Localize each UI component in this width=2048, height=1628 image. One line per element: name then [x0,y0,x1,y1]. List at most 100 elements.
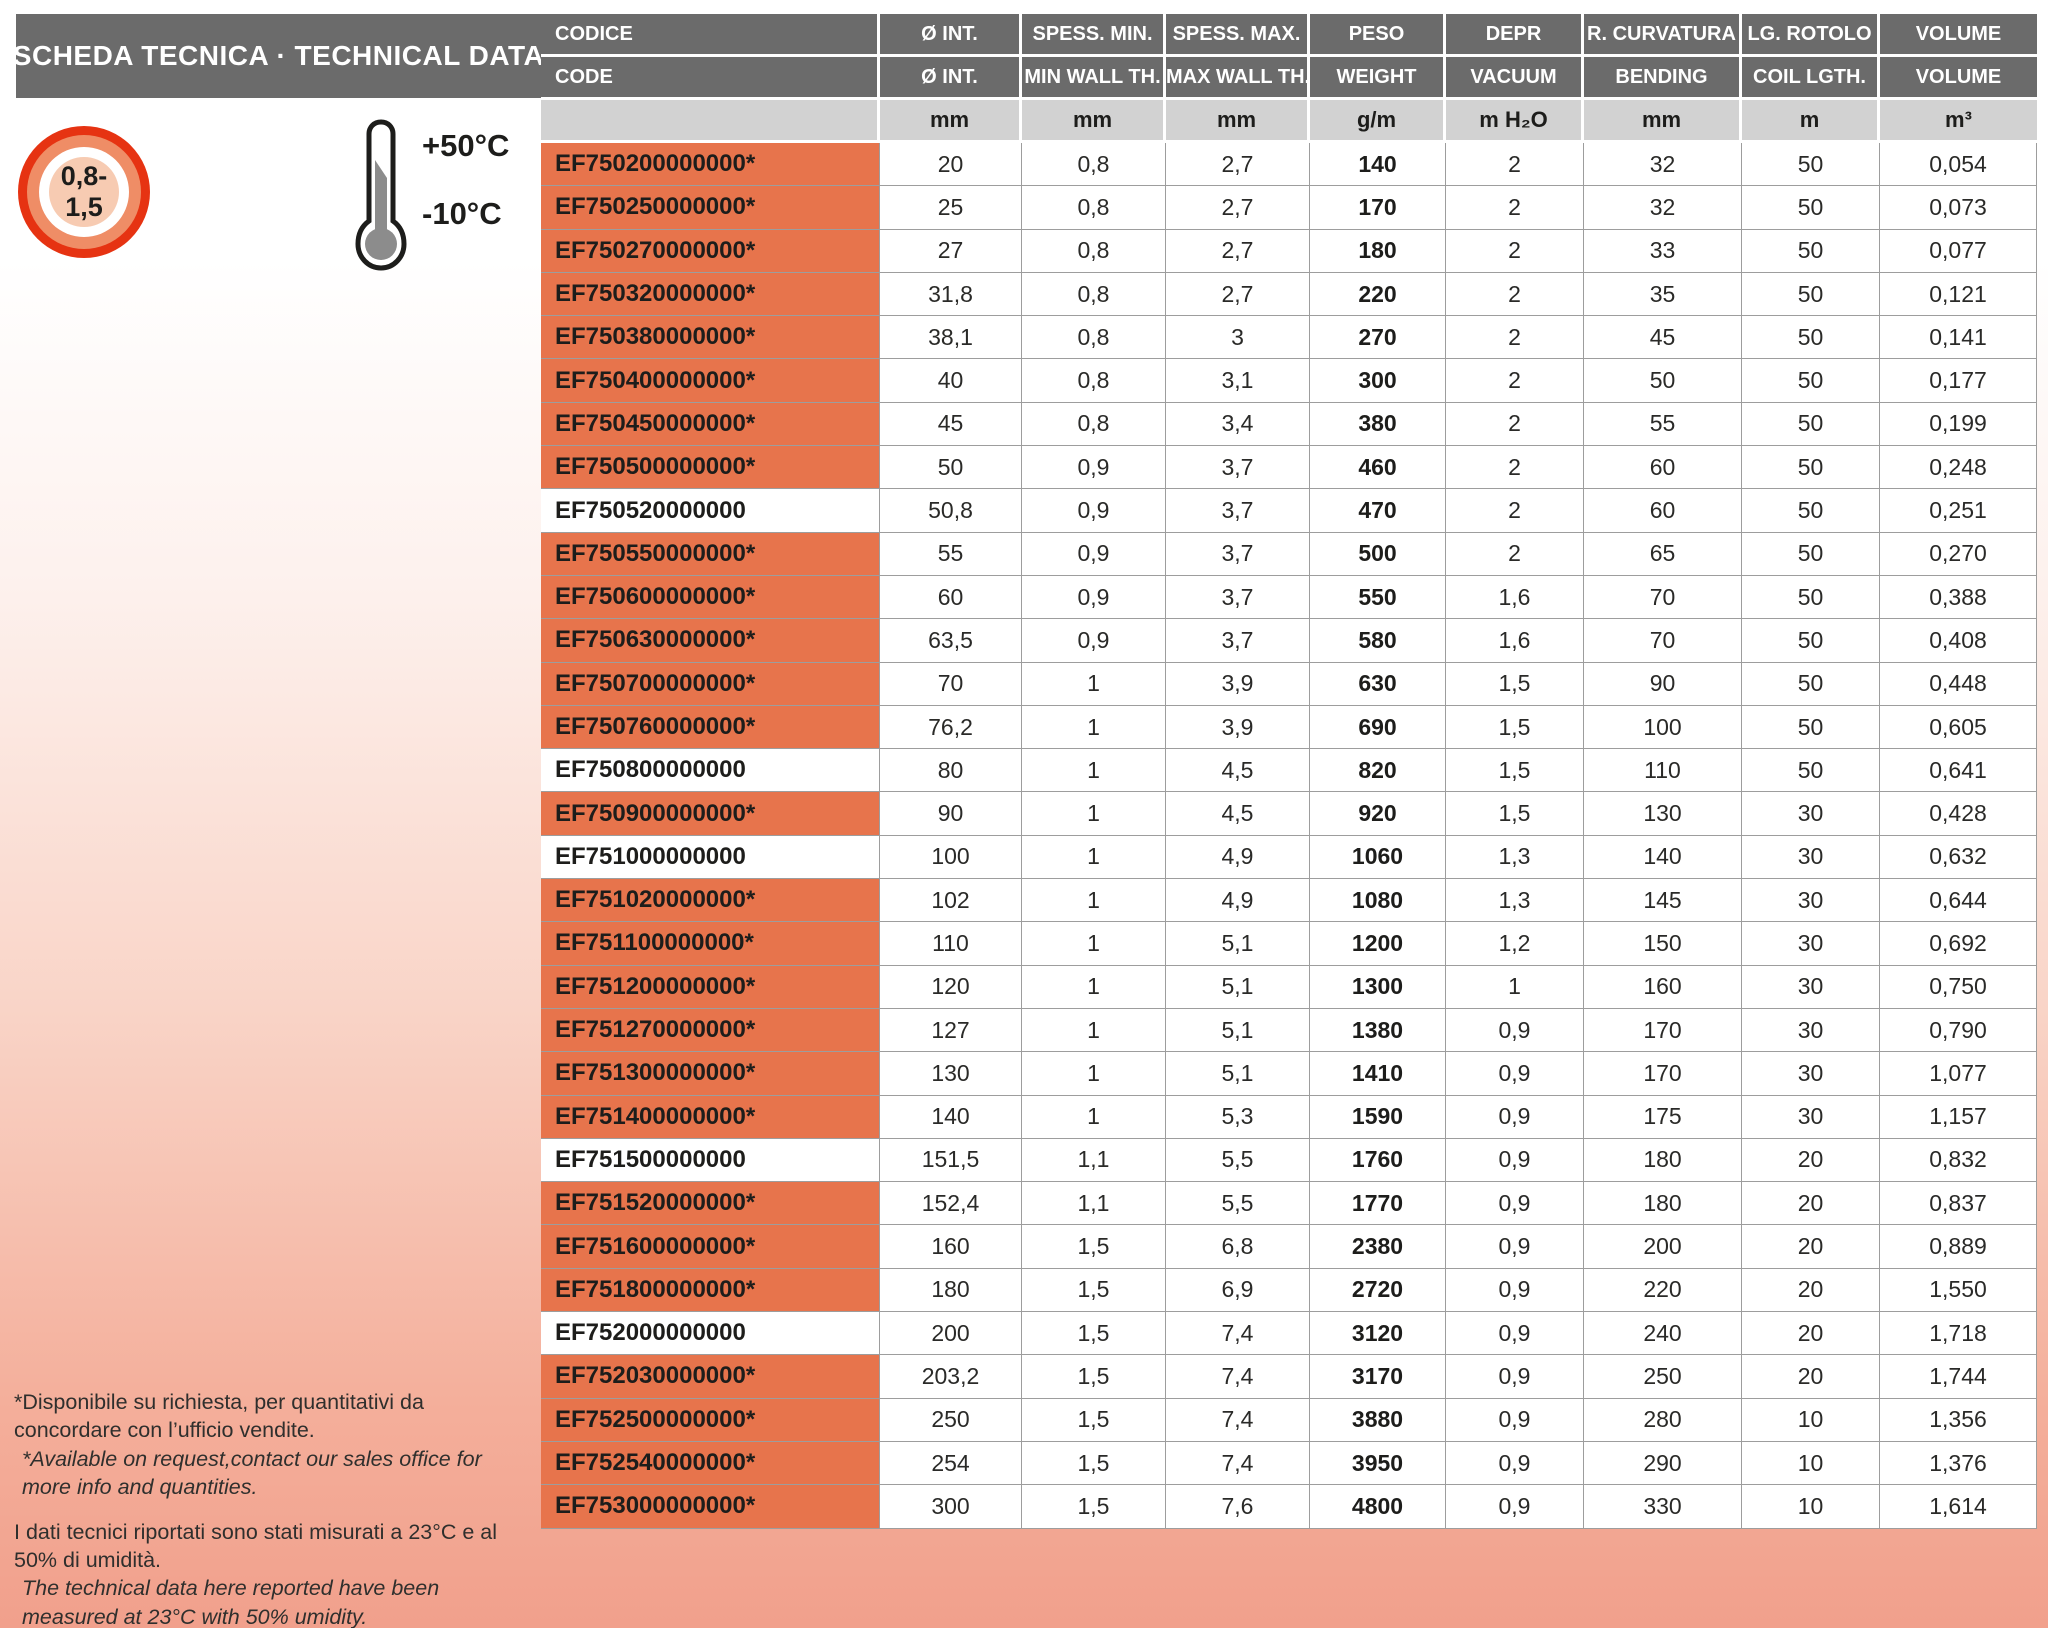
value-cell: 0,8 [1022,272,1166,317]
product-code-cell: EF750700000000* [541,662,880,706]
value-cell: 0,8 [1022,402,1166,447]
value-cell: 55 [1584,402,1742,447]
value-cell: 10 [1742,1485,1880,1529]
value-cell: 0,199 [1880,402,2037,447]
product-code-cell: EF752500000000* [541,1398,880,1442]
value-cell: 2 [1446,143,1584,187]
value-cell: 7,4 [1166,1398,1310,1442]
value-cell: 50 [1742,272,1880,317]
value-cell: 0,9 [1446,1052,1584,1096]
value-cell: 31,8 [880,272,1022,317]
col-header-it-5: DEPR [1446,14,1584,57]
value-cell: 50 [1742,705,1880,750]
product-code-cell: EF750600000000* [541,575,880,620]
value-cell: 2 [1446,402,1584,447]
value-cell: 5,5 [1166,1138,1310,1183]
table-row: EF750400000000* 40 0,8 3,1 300 2 50 50 0,177 [541,359,2037,403]
value-cell: 4,9 [1166,835,1310,880]
value-cell: 40 [880,359,1022,403]
value-cell: 180 [1584,1182,1742,1226]
thermometer-icon [355,119,407,271]
product-code-cell: EF750250000000* [541,186,880,230]
value-cell: 820 [1310,749,1446,793]
col-header-it-4: PESO [1310,14,1446,57]
value-cell: 170 [1584,1052,1742,1096]
value-cell: 102 [880,879,1022,923]
value-cell: 1590 [1310,1095,1446,1139]
value-cell: 2,7 [1166,229,1310,273]
value-cell: 0,8 [1022,186,1166,230]
value-cell: 1,2 [1446,922,1584,966]
value-cell: 152,4 [880,1182,1022,1226]
value-cell: 0,9 [1446,1355,1584,1399]
value-cell: 1 [1446,965,1584,1009]
value-cell: 300 [1310,359,1446,403]
value-cell: 5,1 [1166,965,1310,1009]
value-cell: 3,1 [1166,359,1310,403]
table-row: EF750630000000* 63,5 0,9 3,7 580 1,6 70 50 0,408 [541,619,2037,663]
value-cell: 20 [1742,1182,1880,1226]
value-cell: 1770 [1310,1182,1446,1226]
value-cell: 270 [1310,316,1446,360]
value-cell: 0,8 [1022,316,1166,360]
value-cell: 30 [1742,835,1880,880]
value-cell: 0,889 [1880,1225,2037,1269]
footnote-availability-it: *Disponibile su richiesta, per quantitat… [14,1390,424,1443]
value-cell: 280 [1584,1398,1742,1442]
value-cell: 50 [1742,489,1880,533]
value-cell: 1,1 [1022,1138,1166,1183]
value-cell: 0,641 [1880,749,2037,793]
value-cell: 3,7 [1166,446,1310,490]
footnote-availability-en: *Available on request,contact our sales … [22,1446,482,1500]
value-cell: 4,9 [1166,879,1310,923]
product-code-cell: EF751020000000* [541,879,880,923]
value-cell: 50 [1742,186,1880,230]
col-header-unit-6: mm [1584,100,1742,143]
value-cell: 27 [880,229,1022,273]
table-row: EF752540000000* 254 1,5 7,4 3950 0,9 290 10 1,37… [541,1441,2037,1486]
value-cell: 1 [1022,879,1166,923]
value-cell: 70 [1584,575,1742,620]
table-row: EF753000000000* 300 1,5 7,6 4800 0,9 330 10 1,61… [541,1485,2037,1529]
value-cell: 140 [880,1095,1022,1139]
footnotes: *Disponibile su richiesta, per quantitat… [14,1388,500,1628]
product-code-cell: EF750450000000* [541,402,880,447]
table-row: EF751520000000* 152,4 1,1 5,5 1770 0,9 180 20 0,… [541,1182,2037,1226]
value-cell: 0,9 [1446,1312,1584,1356]
value-cell: 45 [1584,316,1742,360]
value-cell: 30 [1742,879,1880,923]
value-cell: 20 [1742,1355,1880,1399]
col-header-en-3: MAX WALL TH. [1166,57,1310,100]
value-cell: 150 [1584,922,1742,966]
value-cell: 3950 [1310,1441,1446,1486]
value-cell: 30 [1742,1052,1880,1096]
value-cell: 175 [1584,1095,1742,1139]
table-row: EF751200000000* 120 1 5,1 1300 1 160 30 0,750 [541,965,2037,1009]
value-cell: 1 [1022,1008,1166,1053]
thickness-range-label: 0,8-1,5 [49,157,119,227]
col-header-it-7: LG. ROTOLO [1742,14,1880,57]
product-code-cell: EF750400000000* [541,359,880,403]
product-code-cell: EF751500000000 [541,1138,880,1183]
col-header-it-2: SPESS. MIN. [1022,14,1166,57]
value-cell: 290 [1584,1441,1742,1486]
value-cell: 1060 [1310,835,1446,880]
value-cell: 2 [1446,186,1584,230]
value-cell: 690 [1310,705,1446,750]
col-header-it-1: Ø INT. [880,14,1022,57]
table-row: EF751500000000 151,5 1,1 5,5 1760 0,9 180 20 0,8… [541,1138,2037,1183]
value-cell: 0,9 [1446,1441,1584,1486]
table-row: EF752000000000 200 1,5 7,4 3120 0,9 240 20 1,718 [541,1312,2037,1356]
value-cell: 60 [1584,446,1742,490]
value-cell: 50 [1742,359,1880,403]
header-row-it: CODICE Ø INT. SPESS. MIN. SPESS. MAX. PESO DE… [541,14,2037,57]
value-cell: 0,073 [1880,186,2037,230]
product-code-cell: EF750800000000 [541,749,880,793]
wall-thickness-badge-icon: 0,8-1,5 [18,126,150,258]
value-cell: 3880 [1310,1398,1446,1442]
col-header-unit-0 [541,100,880,143]
value-cell: 1 [1022,662,1166,706]
value-cell: 20 [1742,1225,1880,1269]
table-row: EF751600000000* 160 1,5 6,8 2380 0,9 200 20 0,88… [541,1225,2037,1269]
